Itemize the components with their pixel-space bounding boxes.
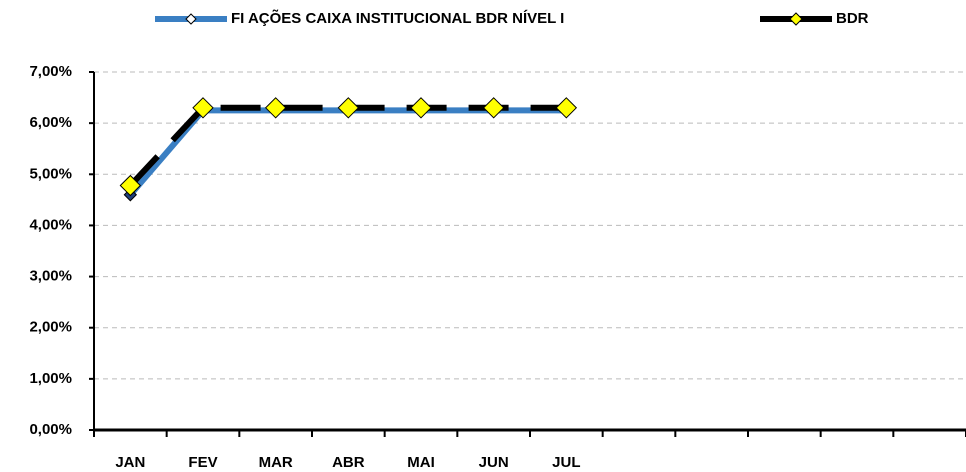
y-tick-label: 3,00% xyxy=(29,268,72,285)
legend-marker xyxy=(185,13,197,25)
legend-label: BDR xyxy=(836,10,869,27)
marker xyxy=(555,97,578,119)
y-tick-label: 0,00% xyxy=(29,421,72,438)
x-tick-label: JUN xyxy=(479,454,509,471)
y-tick-label: 5,00% xyxy=(29,165,72,182)
x-tick-label: FEV xyxy=(188,454,217,471)
marker xyxy=(264,97,287,119)
y-tick-label: 4,00% xyxy=(29,216,72,233)
legend-marker xyxy=(789,12,803,26)
x-tick-label: ABR xyxy=(332,454,365,471)
x-tick-label: MAR xyxy=(259,454,293,471)
legend-label: FI AÇÕES CAIXA INSTITUCIONAL BDR NÍVEL I xyxy=(231,9,564,27)
y-tick-label: 2,00% xyxy=(29,319,72,336)
x-tick-label: MAI xyxy=(407,454,435,471)
marker xyxy=(482,97,505,119)
marker xyxy=(410,97,432,119)
marker xyxy=(337,97,360,119)
x-tick-label: JUL xyxy=(552,454,580,471)
y-tick-label: 7,00% xyxy=(29,63,72,80)
marker xyxy=(192,97,214,119)
marker xyxy=(119,174,142,197)
y-tick-label: 1,00% xyxy=(29,370,72,387)
y-tick-label: 6,00% xyxy=(29,114,72,131)
x-tick-label: JAN xyxy=(115,454,145,471)
